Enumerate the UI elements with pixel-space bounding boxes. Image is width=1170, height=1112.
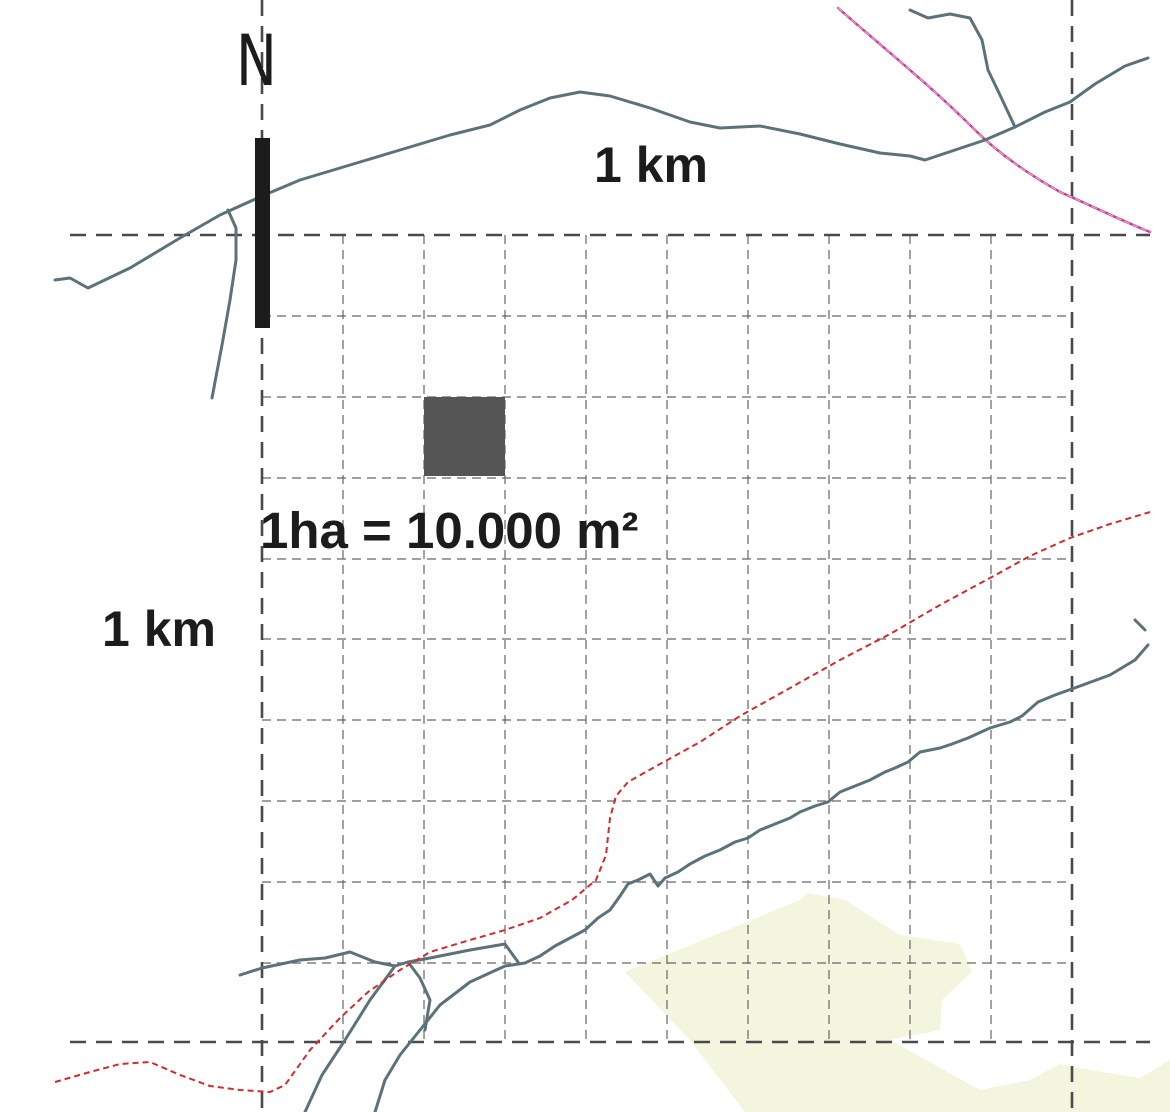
railway	[54, 511, 1151, 1094]
hectare-area-label: 1ha = 10.000 m²	[260, 502, 639, 559]
scale-label-vertical: 1 km	[102, 601, 216, 657]
roads	[53, 8, 1150, 1112]
scale-label-horizontal: 1 km	[594, 137, 708, 193]
hectare-square	[424, 397, 505, 476]
built-area	[625, 893, 1170, 1112]
north-arrow-label: N	[236, 20, 277, 102]
boundary-line	[836, 6, 1152, 234]
north-arrow-bar	[255, 138, 270, 328]
hectare-grid	[262, 235, 1072, 1042]
